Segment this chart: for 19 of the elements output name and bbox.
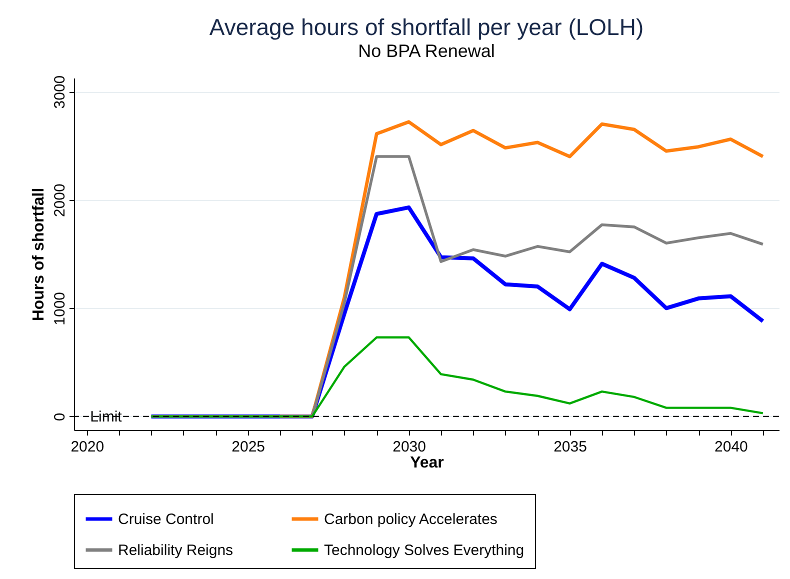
x-tick-label: 2040 <box>714 438 748 456</box>
y-tick-label: 0 <box>52 412 68 422</box>
y-axis-title: Hours of shortfall <box>30 188 48 322</box>
legend-label: Reliability Reigns <box>118 542 234 559</box>
legend-label: Carbon policy Accelerates <box>324 511 498 528</box>
x-tick-label: 2020 <box>70 438 104 456</box>
chart-title: Average hours of shortfall per year (LOLH) <box>209 14 644 40</box>
x-tick-label: 2030 <box>392 438 426 456</box>
y-tick-label: 2000 <box>52 184 68 218</box>
chart-subtitle: No BPA Renewal <box>358 40 495 61</box>
line-series <box>150 336 764 418</box>
y-tick-label: 3000 <box>52 75 68 109</box>
x-tick-label: 2025 <box>232 438 266 456</box>
x-tick-label: 2035 <box>554 438 587 456</box>
ref-line-label: Limit <box>90 408 123 426</box>
y-tick-label: 1000 <box>52 292 68 326</box>
x-axis-title: Year <box>410 454 444 472</box>
legend-label: Technology Solves Everything <box>324 542 524 559</box>
legend-label: Cruise Control <box>118 511 214 528</box>
